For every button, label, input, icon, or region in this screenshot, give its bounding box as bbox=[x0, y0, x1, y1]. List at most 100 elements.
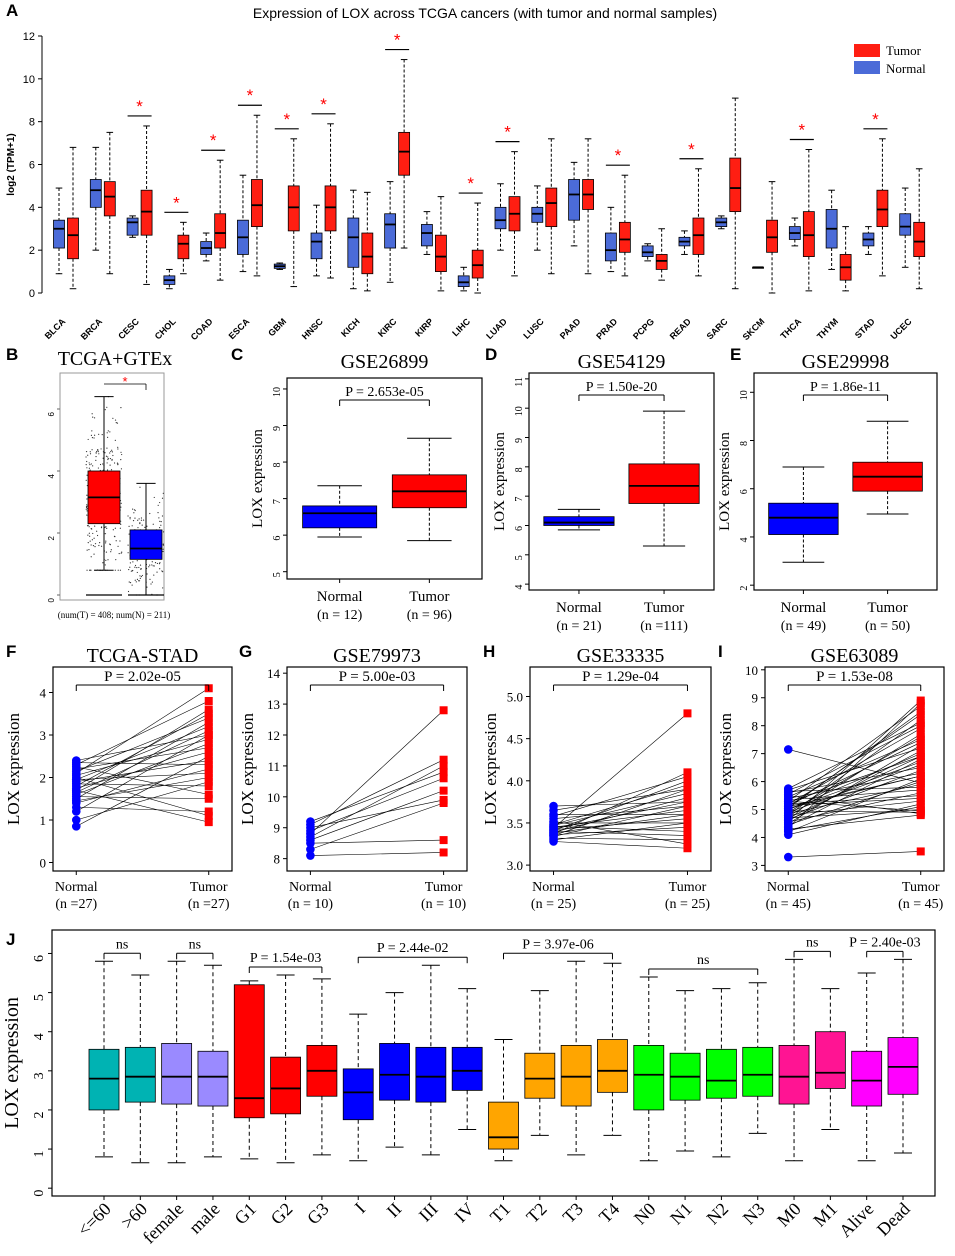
tumor-point bbox=[916, 738, 925, 747]
jitter-point bbox=[134, 509, 136, 512]
jitter-point bbox=[101, 434, 103, 436]
jitter-point bbox=[149, 512, 151, 515]
jitter-point bbox=[106, 432, 108, 434]
jitter-point bbox=[87, 542, 89, 544]
tumor-point bbox=[439, 774, 448, 783]
box bbox=[435, 234, 447, 272]
jitter-point bbox=[114, 536, 116, 538]
box-tumor-COAD bbox=[214, 159, 227, 281]
jitter-point bbox=[140, 519, 143, 521]
jitter-point bbox=[131, 525, 133, 527]
plot-frame-J bbox=[51, 929, 936, 1197]
tumor-point bbox=[916, 778, 925, 787]
x-tick-label-Tumor: Tumor bbox=[409, 589, 449, 605]
y-tick-label: 9 bbox=[272, 426, 283, 431]
x-tick-label-Normal: Normal bbox=[767, 880, 810, 895]
tumor-point bbox=[204, 752, 213, 761]
x-tick-label-STAD: STAD bbox=[853, 316, 877, 340]
x-n-label-Tumor: (n =111) bbox=[640, 619, 688, 634]
pair-line bbox=[76, 717, 209, 772]
x-tick-label-COAD: COAD bbox=[189, 316, 215, 342]
jitter-point bbox=[139, 486, 141, 488]
jitter-point bbox=[131, 584, 133, 586]
tumor-point bbox=[683, 831, 692, 840]
jitter-point bbox=[134, 579, 136, 581]
panel-label-B: B bbox=[6, 345, 18, 364]
x-tick-label-KIRP: KIRP bbox=[413, 316, 435, 338]
x-tick-label-Tumor: Tumor bbox=[190, 880, 228, 895]
jitter-point bbox=[134, 564, 137, 567]
y-tick-label: 6 bbox=[29, 160, 35, 172]
sig-star: * bbox=[136, 97, 143, 116]
box bbox=[560, 1044, 592, 1107]
box-normal-CHOL bbox=[163, 268, 176, 290]
jitter-point bbox=[106, 406, 108, 408]
tumor-point bbox=[204, 705, 213, 714]
y-tick-label: 4 bbox=[752, 830, 759, 845]
y-tick-label: 6 bbox=[739, 489, 750, 494]
box bbox=[618, 221, 631, 253]
tumor-point bbox=[683, 802, 692, 811]
jitter-point bbox=[161, 570, 163, 572]
jitter-point bbox=[137, 527, 139, 529]
sig-star: * bbox=[872, 110, 879, 129]
normal-point bbox=[71, 796, 81, 806]
jitter-point bbox=[104, 409, 106, 411]
box-tumor-PRAD bbox=[618, 174, 631, 277]
chart-title-G: GSE79973 bbox=[333, 645, 421, 667]
pair-line bbox=[788, 742, 921, 806]
tumor-point bbox=[683, 827, 692, 836]
box-N3 bbox=[742, 982, 774, 1134]
jitter-point bbox=[91, 449, 93, 451]
jitter-point bbox=[159, 520, 161, 522]
p-value-G: P = 5.00e-03 bbox=[339, 669, 416, 685]
jitter-point bbox=[95, 452, 97, 454]
box bbox=[324, 185, 337, 232]
x-tick-label-THYM: THYM bbox=[815, 316, 840, 341]
jitter-point bbox=[141, 574, 143, 577]
jitter-point bbox=[93, 537, 95, 539]
x-n-label-Tumor: (n = 25) bbox=[665, 897, 711, 912]
x-tick-label-SKCM: SKCM bbox=[741, 316, 767, 342]
y-axis-title-J: LOX expression bbox=[1, 997, 23, 1129]
box-N0 bbox=[633, 976, 665, 1162]
jitter-point bbox=[118, 552, 120, 555]
p-value-H: P = 1.29e-04 bbox=[582, 669, 659, 685]
x-n-label-Tumor: (n =27) bbox=[188, 897, 230, 912]
jitter-point bbox=[93, 553, 95, 555]
normal-point bbox=[549, 801, 558, 811]
box bbox=[494, 206, 507, 230]
y-tick-label: 7 bbox=[752, 747, 759, 762]
box bbox=[384, 213, 397, 249]
pair-lines-H bbox=[553, 713, 688, 849]
tumor-point bbox=[204, 790, 213, 799]
jitter-point bbox=[140, 568, 142, 570]
box-normal-PRAD bbox=[604, 206, 617, 273]
jitter-point bbox=[105, 455, 108, 457]
plot-frame-H bbox=[529, 666, 712, 872]
jitter-point bbox=[89, 540, 91, 542]
jitter-point bbox=[135, 581, 137, 583]
y-tick-label: 10 bbox=[272, 387, 283, 397]
box bbox=[814, 1031, 846, 1089]
jitter-point bbox=[95, 455, 97, 458]
tumor-point bbox=[439, 786, 448, 795]
normal-point bbox=[71, 785, 81, 795]
panel-label-F: F bbox=[6, 642, 16, 661]
pair-line bbox=[553, 810, 688, 828]
pair-line bbox=[76, 783, 209, 787]
box-normal-KICH bbox=[347, 189, 360, 290]
box bbox=[524, 1052, 556, 1099]
box-normal-UCEC bbox=[899, 187, 912, 268]
jitter-point bbox=[110, 450, 112, 453]
pair-line bbox=[788, 792, 921, 823]
sig-star: * bbox=[394, 31, 401, 50]
jitter-point bbox=[109, 464, 111, 466]
jitter-point bbox=[116, 462, 119, 464]
tumor-point bbox=[916, 783, 925, 792]
x-tick-label-IV: IV bbox=[450, 1199, 478, 1227]
x-tick-label-T2: T2 bbox=[522, 1199, 550, 1227]
tumor-point bbox=[916, 718, 925, 727]
jitter-point bbox=[98, 544, 100, 547]
panel-label-E: E bbox=[730, 345, 741, 364]
